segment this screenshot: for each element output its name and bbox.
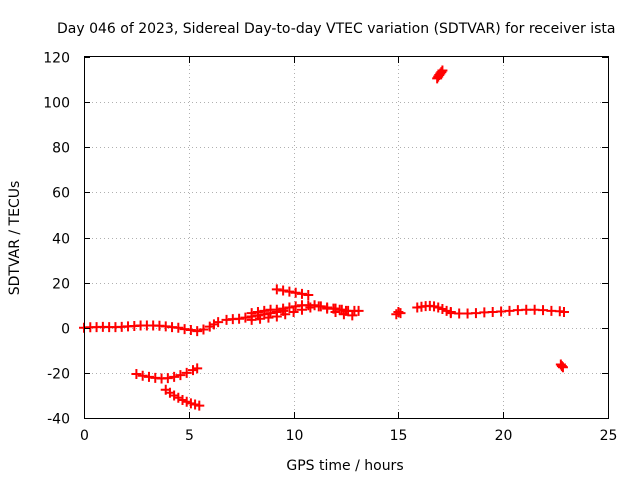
- chart-title: Day 046 of 2023, Sidereal Day-to-day VTE…: [57, 21, 615, 37]
- data-point: [556, 361, 567, 372]
- data-series: [391, 306, 406, 320]
- data-point: [437, 65, 448, 76]
- data-point: [185, 325, 196, 336]
- tick-layer: 0 5 10 15 20 25 -40 -20 0 20 40 60 80 100 120: [43, 51, 617, 445]
- data-point: [213, 317, 224, 328]
- data-point: [162, 373, 173, 384]
- plot-frame: [84, 56, 609, 419]
- x-tick-label: 5: [185, 428, 194, 444]
- data-point: [296, 288, 307, 299]
- data-point: [462, 308, 473, 319]
- data-point: [234, 313, 245, 324]
- y-tick-label: 0: [61, 322, 70, 338]
- data-point: [278, 303, 289, 314]
- data-point: [198, 324, 209, 335]
- data-point: [263, 312, 274, 323]
- data-series: [432, 65, 448, 84]
- data-point: [445, 308, 456, 319]
- x-tick-label: 20: [495, 428, 513, 444]
- data-point: [192, 363, 203, 374]
- y-tick-label: 120: [43, 51, 70, 67]
- data-point: [290, 287, 301, 298]
- data-point: [487, 306, 498, 317]
- data-point: [558, 306, 569, 317]
- data-point: [313, 301, 324, 312]
- x-axis-title: GPS time / hours: [286, 458, 403, 474]
- data-point: [512, 305, 523, 316]
- marker-layer: [79, 65, 569, 411]
- x-tick-label: 25: [600, 428, 618, 444]
- y-tick-label: -40: [47, 412, 70, 428]
- data-point: [255, 313, 266, 324]
- data-point: [521, 304, 532, 315]
- data-point: [284, 286, 295, 297]
- data-series: [160, 384, 205, 411]
- data-point: [305, 302, 316, 313]
- data-point: [479, 307, 490, 318]
- y-tick-label: 40: [52, 232, 70, 248]
- data-point: [290, 301, 301, 312]
- y-tick-label: -20: [47, 367, 70, 383]
- y-axis-title: SDTVAR / TECUs: [7, 181, 23, 296]
- data-point: [192, 326, 203, 337]
- data-point: [240, 312, 251, 323]
- data-point: [496, 306, 507, 317]
- data-point: [330, 303, 341, 314]
- data-point: [353, 305, 364, 316]
- data-point: [529, 304, 540, 315]
- data-point: [336, 304, 347, 315]
- data-point: [131, 369, 142, 380]
- data-point: [504, 305, 515, 316]
- data-series: [330, 303, 364, 316]
- data-point: [393, 306, 404, 317]
- data-point: [288, 306, 299, 317]
- data-point: [175, 370, 186, 381]
- y-tick-label: 100: [43, 96, 70, 112]
- data-point: [557, 362, 568, 373]
- data-point: [454, 308, 465, 319]
- x-tick-label: 10: [286, 428, 304, 444]
- data-point: [303, 290, 314, 301]
- data-point: [278, 285, 289, 296]
- y-tick-label: 80: [52, 141, 70, 157]
- data-series: [131, 363, 203, 384]
- y-tick-label: 60: [52, 186, 70, 202]
- data-series: [271, 284, 314, 301]
- data-series: [246, 301, 358, 325]
- data-point: [181, 367, 192, 378]
- data-point: [395, 308, 406, 319]
- data-point: [173, 322, 184, 333]
- data-point: [271, 311, 282, 322]
- data-series: [79, 317, 224, 337]
- data-point: [169, 371, 180, 382]
- grid-layer: [84, 57, 608, 418]
- data-point: [280, 309, 291, 320]
- data-point: [436, 67, 447, 78]
- data-point: [259, 305, 270, 316]
- data-point: [546, 305, 557, 316]
- data-point: [137, 370, 148, 381]
- data-point: [538, 305, 549, 316]
- data-point: [194, 400, 205, 411]
- data-point: [296, 304, 307, 315]
- data-series: [445, 304, 569, 319]
- data-point: [252, 306, 263, 317]
- y-tick-label: 20: [52, 277, 70, 293]
- data-point: [322, 303, 333, 314]
- data-point: [271, 284, 282, 295]
- data-point: [246, 314, 257, 325]
- x-tick-label: 15: [390, 428, 408, 444]
- data-point: [470, 308, 481, 319]
- data-series: [555, 359, 568, 373]
- x-tick-label: 0: [80, 428, 89, 444]
